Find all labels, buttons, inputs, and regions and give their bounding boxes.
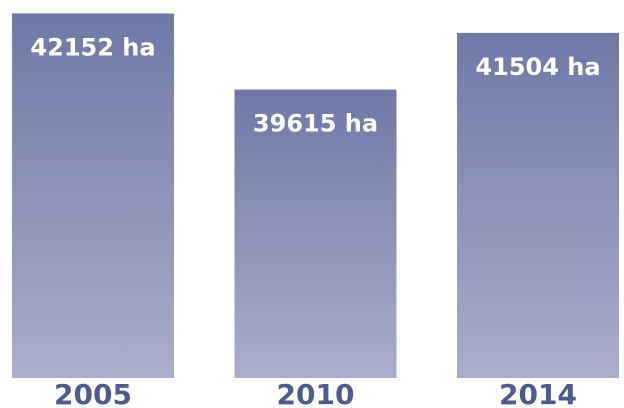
value-label: 41504 ha [475, 53, 600, 81]
bar [457, 32, 619, 378]
category-label: 2005 [54, 378, 132, 408]
value-label: 39615 ha [253, 110, 378, 138]
bar [234, 89, 397, 379]
category-label: 2014 [499, 378, 577, 408]
category-label: 2010 [277, 378, 355, 408]
value-label: 42152 ha [30, 33, 155, 61]
bar [12, 13, 174, 378]
